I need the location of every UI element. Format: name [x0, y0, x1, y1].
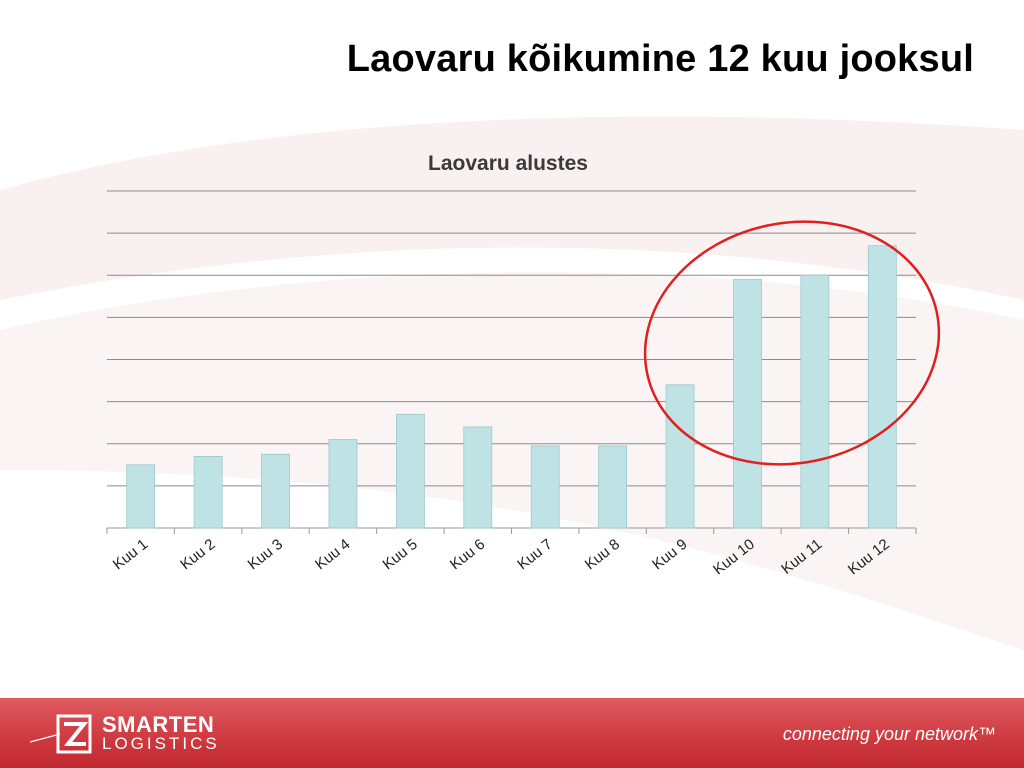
x-tick-label: Kuu 4	[312, 536, 353, 574]
bars	[126, 245, 897, 529]
x-tick-label: Kuu 6	[447, 536, 488, 574]
bar	[800, 274, 830, 529]
bar	[126, 464, 156, 529]
slide-title: Laovaru kõikumine 12 kuu jooksul	[346, 38, 974, 80]
bar	[395, 413, 425, 529]
logo-sub-text: LOGISTICS	[102, 734, 220, 753]
x-tick-labels: Kuu 1 Kuu 2 Kuu 3 Kuu 4 Kuu 5 Kuu 6 Kuu 7 Kuu 8…	[110, 536, 893, 579]
x-tick-label: Kuu 10	[710, 536, 758, 579]
x-tick-label: Kuu 2	[177, 536, 218, 574]
x-tick-label: Kuu 5	[379, 536, 420, 574]
footer-bar: SMARTEN LOGISTICS connecting your networ…	[0, 698, 1024, 768]
logo-main-text: SMARTEN	[102, 712, 215, 737]
bar	[733, 279, 762, 529]
x-tick-label: Kuu 1	[110, 536, 151, 574]
bar	[665, 384, 695, 529]
x-tick-label: Kuu 7	[514, 536, 555, 574]
highlight-ellipse	[643, 220, 941, 466]
bar	[530, 445, 560, 529]
gridlines	[106, 190, 917, 534]
bar	[867, 245, 897, 529]
x-tick-label: Kuu 8	[582, 536, 623, 574]
x-tick-label: Kuu 11	[778, 536, 825, 578]
tagline: connecting your network™	[782, 724, 996, 744]
bar	[261, 453, 290, 529]
x-tick-label: Kuu 9	[649, 536, 690, 574]
x-tick-label: Kuu 3	[245, 536, 286, 574]
company-logo: SMARTEN LOGISTICS	[29, 712, 230, 756]
bar	[328, 439, 358, 529]
logo-icon	[29, 714, 92, 754]
bar	[193, 455, 223, 529]
background-swoosh	[0, 116, 1024, 650]
x-tick-label: Kuu 12	[845, 536, 893, 579]
bar	[463, 426, 493, 529]
chart-title: Laovaru alustes	[428, 152, 588, 175]
bar-chart: Laovaru alustes Kuu 1 Kuu 2 Kuu 3 Kuu 4 Kuu …	[106, 152, 941, 579]
bar	[598, 445, 628, 529]
